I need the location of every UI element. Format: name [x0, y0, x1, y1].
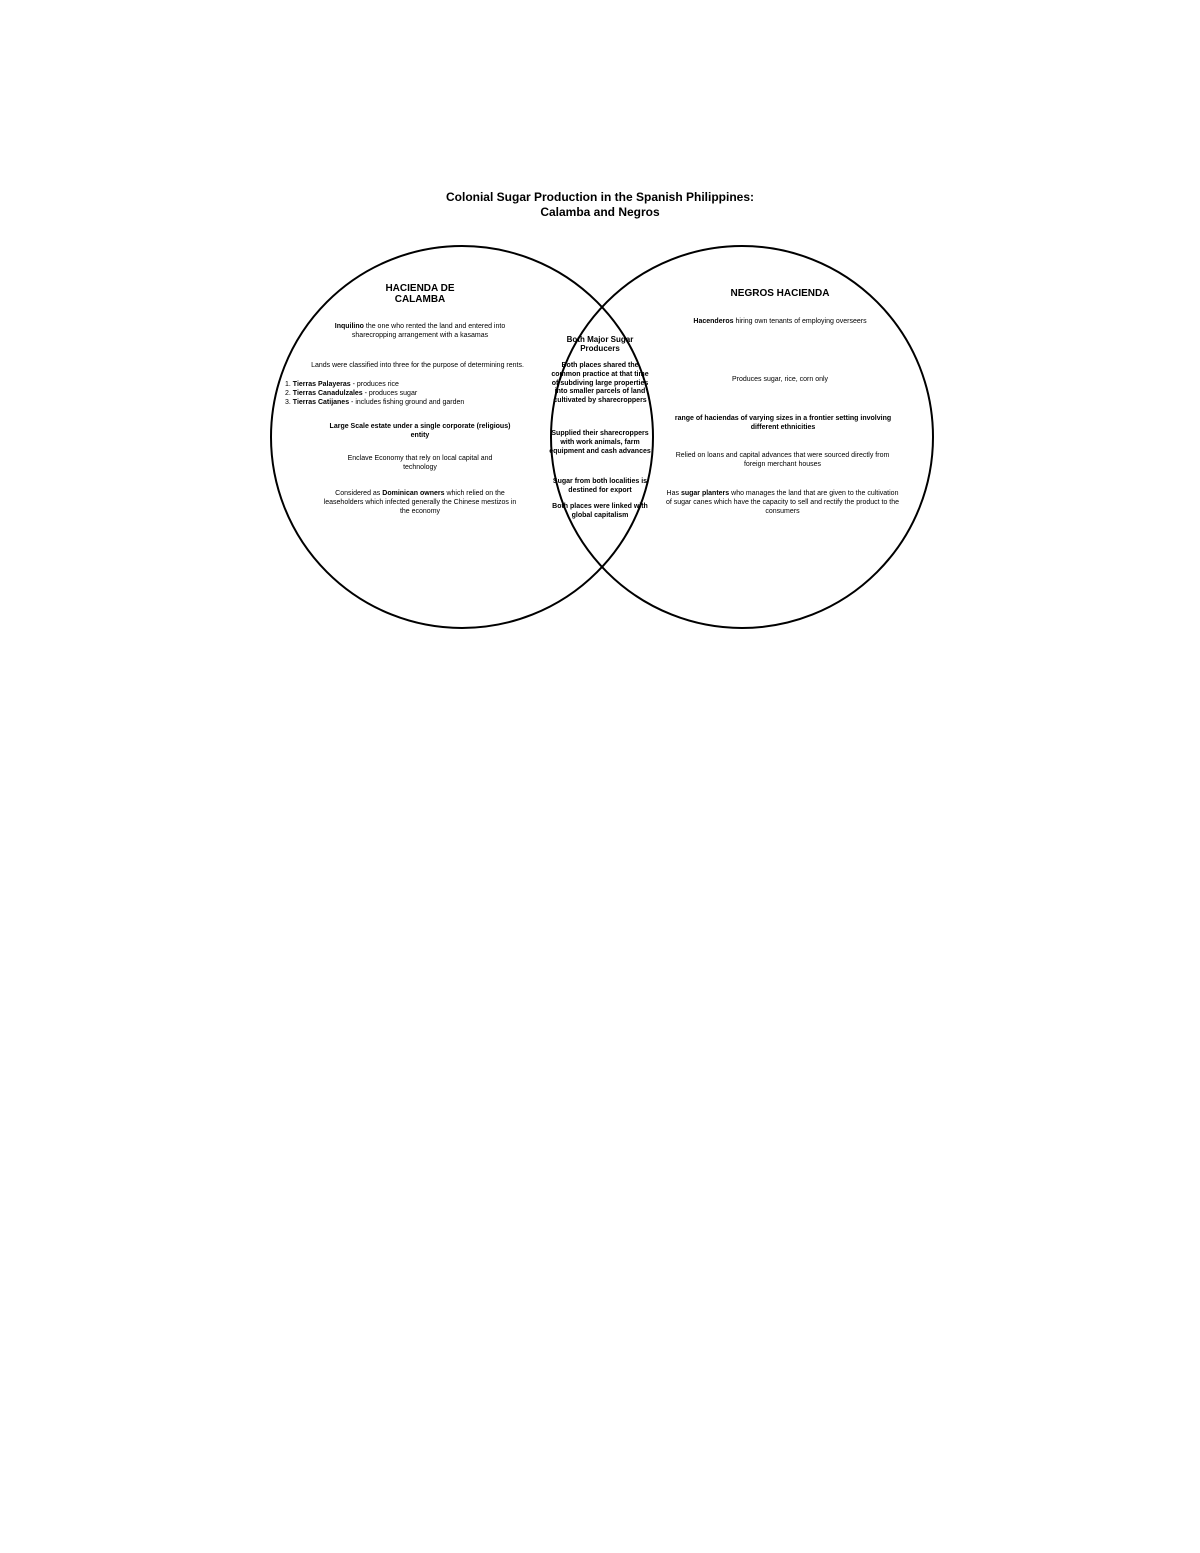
right-heading: NEGROS HACIENDA — [680, 288, 880, 299]
list-item: 1. Tierras Palayeras - produces rice — [285, 381, 545, 390]
left-item-5: Considered as Dominican owners which rel… — [320, 490, 520, 516]
center-item-4: Both places were linked with global capi… — [548, 503, 652, 521]
list-item: 2. Tierras Canadulzales - produces sugar — [285, 390, 545, 399]
right-item-2: Produces sugar, rice, corn only — [680, 376, 880, 385]
left-item-2: Lands were classified into three for the… — [300, 362, 535, 371]
right-item-4: Relied on loans and capital advances tha… — [670, 452, 895, 470]
center-heading: Both Major Sugar Producers — [555, 335, 645, 353]
center-item-3: Sugar from both localities is destined f… — [548, 478, 652, 496]
left-item-4: Enclave Economy that rely on local capit… — [335, 455, 505, 473]
left-land-list: 1. Tierras Palayeras - produces rice 2. … — [285, 381, 545, 407]
right-item-3: range of haciendas of varying sizes in a… — [663, 415, 903, 433]
center-item-1: Both places shared the common practice a… — [548, 362, 652, 406]
diagram-title-line1: Colonial Sugar Production in the Spanish… — [0, 190, 1200, 204]
left-heading: HACIENDA DE CALAMBA — [330, 283, 510, 305]
left-item-1: Inquilino the one who rented the land an… — [315, 323, 525, 341]
right-item-5: Has sugar planters who manages the land … — [665, 490, 900, 516]
diagram-title-line2: Calamba and Negros — [0, 205, 1200, 219]
list-item: 3. Tierras Catijanes - includes fishing … — [285, 399, 545, 408]
page: Colonial Sugar Production in the Spanish… — [0, 0, 1200, 1553]
center-item-2: Supplied their sharecroppers with work a… — [548, 430, 652, 456]
right-item-1: Hacenderos hiring own tenants of employi… — [680, 318, 880, 327]
left-item-3: Large Scale estate under a single corpor… — [320, 423, 520, 441]
